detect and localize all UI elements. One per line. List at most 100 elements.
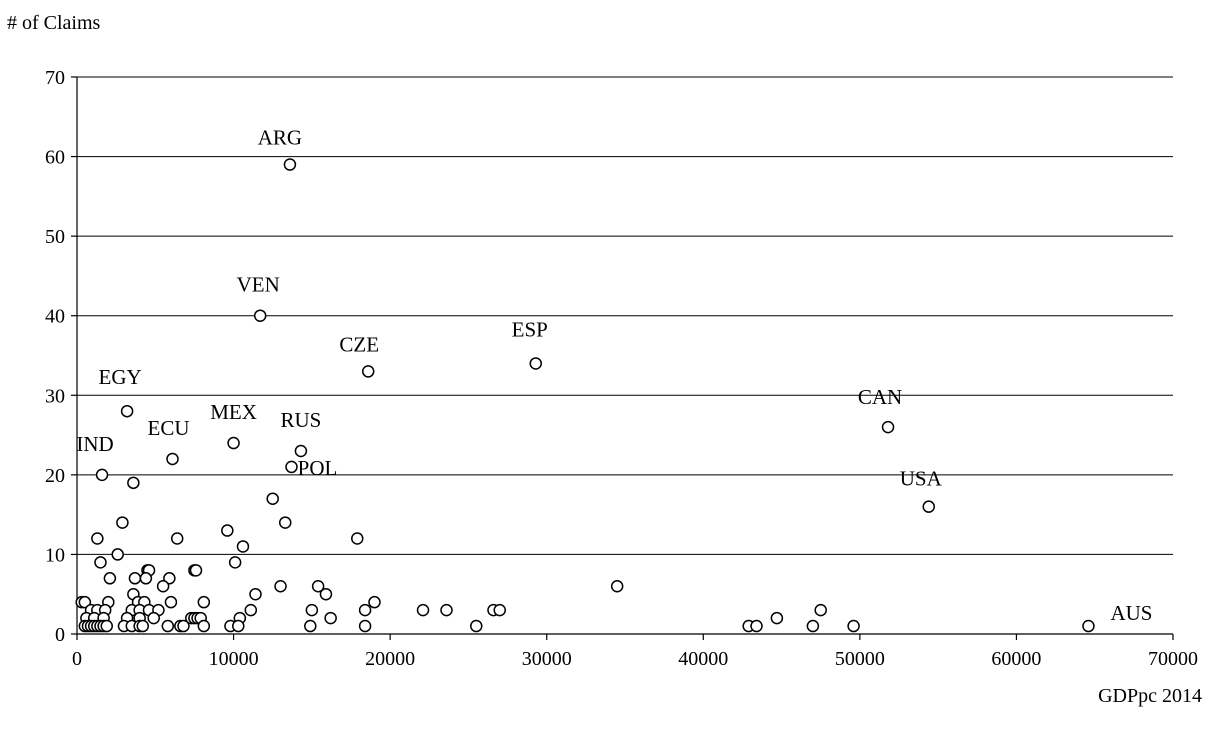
data-point [228,556,242,569]
data-point [232,619,245,633]
data-point [881,420,895,434]
annotation-esp: ESP [512,317,548,341]
data-point [170,532,184,545]
data-point [470,619,483,633]
annotation-mex: MEX [210,400,257,424]
data-point [227,436,240,450]
data-point [128,572,142,585]
data-point [274,580,287,593]
annotation-ecu: ECU [148,416,190,440]
gridlines [77,76,1173,555]
data-point [244,603,258,617]
data-point [197,619,211,633]
data-point [416,603,430,617]
data-point [249,587,262,601]
y-tick-label: 10 [45,544,65,566]
data-point [278,516,292,529]
data-point [358,603,372,617]
x-tick-label: 20000 [365,648,415,670]
y-tick-label: 40 [45,306,65,328]
data-point [111,548,124,561]
data-point [529,357,543,370]
data-point [221,524,234,537]
data-point [847,619,860,633]
data-point [368,595,381,609]
data-point [78,595,92,609]
data-point [95,468,109,482]
annotation-aus: AUS [1110,601,1152,625]
data-point [147,611,160,625]
y-tick-label: 60 [45,147,65,169]
data-point [806,619,820,633]
data-point [610,580,624,593]
x-tick-label: 10000 [209,648,259,670]
y-tick-label: 70 [45,67,65,89]
annotation-usa: USA [900,467,943,491]
annotation-can: CAN [858,385,902,409]
data-point [440,603,453,617]
data-point [116,516,129,529]
y-tick-label: 30 [45,385,65,407]
x-tick-label: 40000 [678,648,728,670]
data-point [283,158,297,171]
data-point [358,619,372,633]
data-point [166,452,179,466]
annotation-ind: IND [76,432,113,456]
data-point [236,540,250,553]
data-point [285,460,298,474]
data-point [294,444,308,458]
data-point [361,365,375,378]
axes [71,76,1174,640]
data-point [253,309,267,322]
y-tick-label: 50 [45,226,65,248]
data-point [319,587,333,601]
x-tick-label: 70000 [1148,648,1198,670]
data-point [127,476,140,490]
data-point [103,572,117,585]
y-tick-label: 20 [45,465,65,487]
tick-labels: 0 10 20 30 40 50 60 70 0 10000 20000 30000 40000 5000… [45,67,1198,670]
data-points [75,158,1095,633]
annotation-rus: RUS [280,408,321,432]
data-point [304,619,317,633]
data-point [770,611,784,625]
annotation-egy: EGY [99,365,142,389]
data-point [139,572,153,585]
point-annotations: ARG VEN ESP CZE EGY CAN MEX RUS ECU POL IND USA AUS [76,126,1152,626]
data-point [305,603,319,617]
data-point [197,595,211,609]
data-point [750,619,763,633]
data-point [94,556,107,569]
data-point [266,492,279,505]
data-point [91,532,104,545]
annotation-pol: POL [298,456,338,480]
annotation-ven: VEN [237,273,280,297]
y-axis-label: # of Claims [7,12,101,34]
x-tick-label: 50000 [835,648,885,670]
data-point [1082,619,1095,633]
data-point [161,619,175,633]
data-point [922,500,935,513]
data-point [189,564,203,577]
data-point [156,580,170,593]
data-point [177,619,190,633]
data-point [136,619,150,633]
data-point [100,619,113,633]
annotation-cze: CZE [339,332,379,356]
data-point [814,603,827,617]
data-point [311,580,325,593]
x-tick-label: 30000 [522,648,572,670]
x-tick-label: 0 [72,648,82,670]
data-point [351,532,364,545]
annotation-arg: ARG [258,126,302,150]
x-tick-label: 60000 [991,648,1041,670]
data-point [163,572,176,585]
y-tick-label: 0 [55,624,65,646]
data-point [493,603,506,617]
x-axis-label: GDPpc 2014 [1098,685,1202,707]
data-point [164,595,178,609]
data-point [120,404,134,418]
data-point [324,611,337,625]
